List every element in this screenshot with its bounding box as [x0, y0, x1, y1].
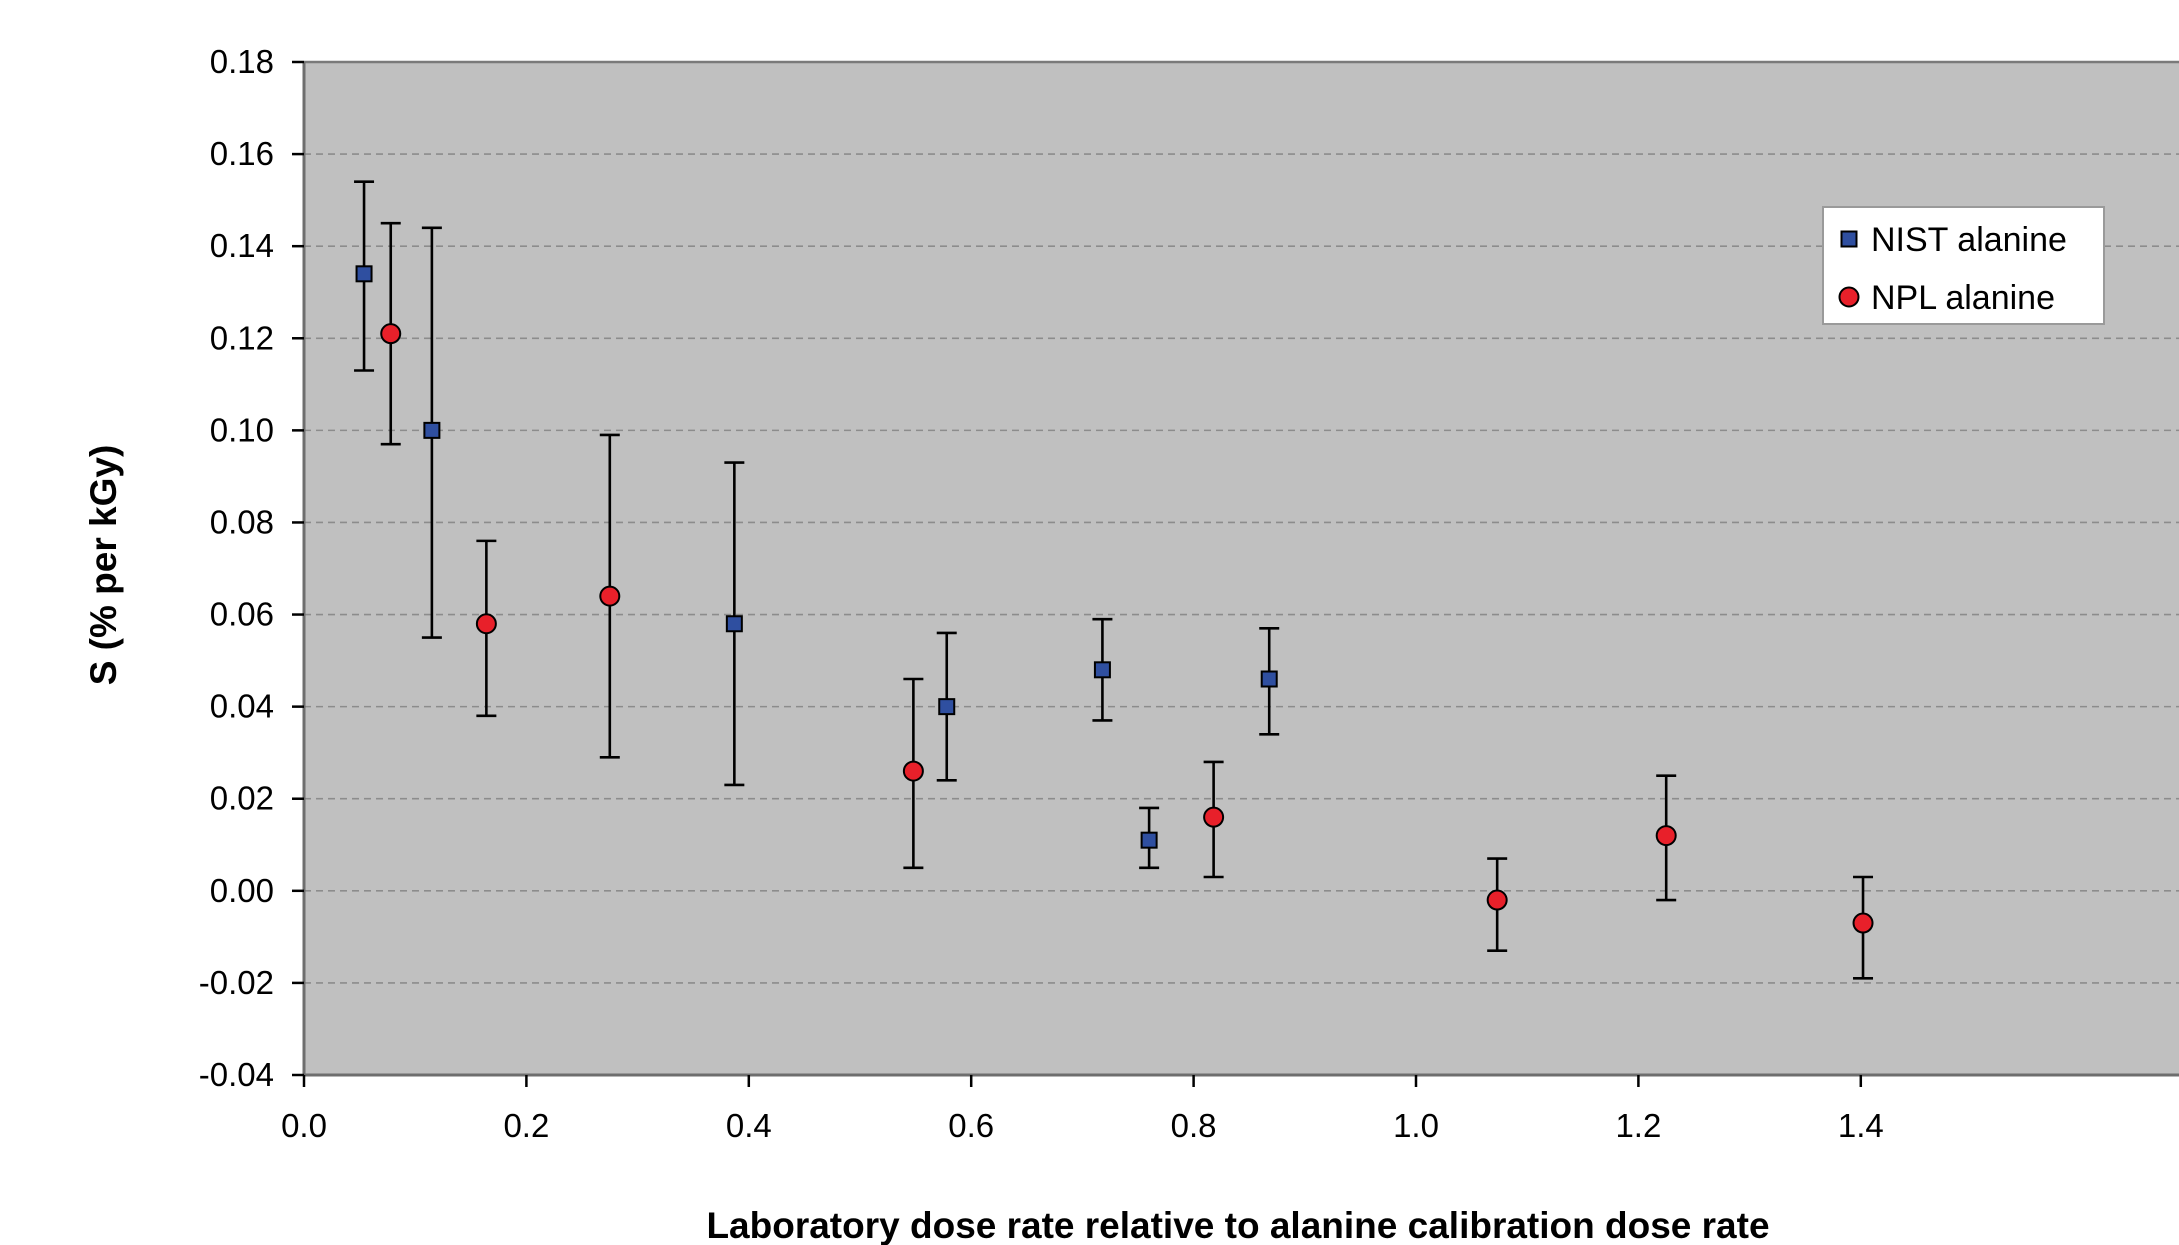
y-tick-label: 0.02	[210, 780, 274, 817]
data-point-circle	[1486, 889, 1508, 911]
x-tick-label: 1.4	[1838, 1107, 1884, 1144]
data-point-square	[725, 615, 743, 633]
x-tick-label: 1.0	[1393, 1107, 1439, 1144]
legend-label: NPL alanine	[1871, 279, 2055, 317]
x-tick-label: 0.0	[281, 1107, 327, 1144]
data-point-circle	[1852, 912, 1874, 934]
y-tick-label: 0.06	[210, 596, 274, 633]
x-tick-label: 0.4	[726, 1107, 772, 1144]
y-axis-title: S (% per kGy)	[83, 445, 124, 686]
data-point-square	[1093, 661, 1111, 679]
series-npl-alanine	[380, 221, 1874, 980]
data-point-circle	[475, 613, 497, 635]
legend-label: NIST alanine	[1871, 221, 2067, 259]
data-point-square	[423, 421, 441, 439]
y-tick-label: 0.18	[210, 43, 274, 80]
x-tick-label: 0.6	[948, 1107, 994, 1144]
x-tick-label: 0.8	[1171, 1107, 1217, 1144]
legend-marker-square	[1840, 230, 1858, 248]
data-point-circle	[1203, 806, 1225, 828]
y-tick-label: -0.02	[199, 964, 274, 1001]
axes: 0.180.160.140.120.100.080.060.040.020.00…	[199, 43, 2179, 1144]
data-point-square	[1140, 831, 1158, 849]
data-point-circle	[380, 323, 402, 345]
x-axis-title: Laboratory dose rate relative to alanine…	[706, 1205, 1769, 1245]
data-point-circle	[902, 760, 924, 782]
y-tick-label: 0.04	[210, 688, 274, 725]
y-tick-label: 0.08	[210, 503, 274, 540]
data-point-circle	[1655, 825, 1677, 847]
y-tick-label: -0.04	[199, 1056, 274, 1093]
y-tick-label: 0.14	[210, 227, 274, 264]
legend: NIST alanine NPL alanine	[1822, 206, 2105, 325]
data-point-square	[355, 265, 373, 283]
y-tick-label: 0.10	[210, 411, 274, 448]
legend-box	[1822, 206, 2105, 325]
gridlines	[304, 153, 2179, 984]
data-series	[354, 180, 1874, 980]
y-tick-label: 0.00	[210, 872, 274, 909]
data-point-circle	[599, 585, 621, 607]
data-point-square	[938, 698, 956, 716]
y-tick-label: 0.12	[210, 319, 274, 356]
data-point-square	[1260, 670, 1278, 688]
x-tick-label: 0.2	[503, 1107, 549, 1144]
y-tick-label: 0.16	[210, 135, 274, 172]
x-tick-label: 1.2	[1615, 1107, 1661, 1144]
series-nist-alanine	[354, 180, 1280, 870]
legend-marker-circle	[1838, 286, 1860, 308]
